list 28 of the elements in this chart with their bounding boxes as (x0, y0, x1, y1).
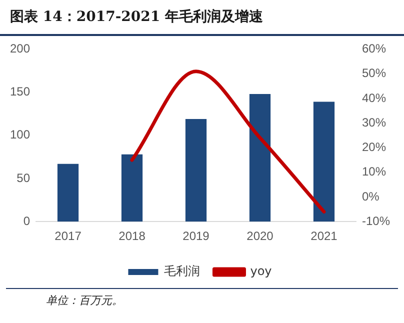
y-tick-label: 200 (10, 42, 30, 56)
y2-tick-label: -10% (362, 214, 390, 228)
x-tick-label: 2020 (246, 229, 274, 244)
x-tick-label: 2019 (182, 229, 210, 244)
y-tick-label: 100 (10, 128, 30, 142)
x-tick-label: 2018 (118, 229, 146, 244)
text: 单位：百万元。 (46, 294, 123, 307)
x-tick-label: 2017 (54, 229, 82, 244)
y2-tick-label: 40% (362, 90, 386, 105)
bar (121, 154, 143, 222)
y-tick-label: 0 (23, 214, 30, 228)
y2-tick-label: 50% (362, 66, 386, 80)
chart-title: 图表 14：2017-2021 年毛利润及增速 (0, 0, 404, 36)
y-tick-label: 50 (16, 170, 30, 185)
y2-tick-label: 0% (362, 189, 380, 204)
bar (57, 164, 79, 222)
x-tick-label: 2021 (310, 229, 338, 244)
y-tick-label: 150 (10, 84, 30, 99)
legend-label: 毛利润 (164, 264, 200, 278)
bar (313, 102, 335, 222)
y2-tick-label: 60% (362, 42, 386, 56)
legend-label: yoy (250, 264, 272, 278)
bar (185, 119, 207, 222)
y2-tick-label: 10% (362, 164, 386, 179)
bar (249, 94, 271, 222)
line-series (130, 70, 326, 214)
y2-tick-label: 30% (362, 115, 386, 130)
y2-tick-label: 20% (362, 140, 386, 154)
